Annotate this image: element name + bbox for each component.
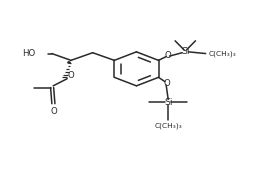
Text: Si: Si: [180, 47, 189, 56]
Text: O: O: [67, 72, 74, 80]
Text: O: O: [50, 107, 57, 116]
Text: Si: Si: [163, 98, 172, 106]
Text: HO: HO: [22, 49, 35, 58]
Text: C(CH₃)₃: C(CH₃)₃: [154, 122, 181, 129]
Text: O: O: [162, 79, 169, 88]
Text: C(CH₃)₃: C(CH₃)₃: [208, 50, 235, 57]
Text: O: O: [163, 51, 170, 60]
